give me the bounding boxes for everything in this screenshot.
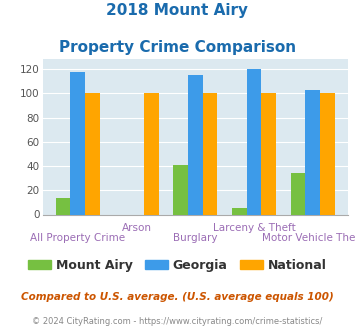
Bar — [320, 93, 335, 214]
Text: All Property Crime: All Property Crime — [30, 233, 125, 243]
Text: Compared to U.S. average. (U.S. average equals 100): Compared to U.S. average. (U.S. average … — [21, 292, 334, 302]
Bar — [305, 90, 320, 214]
Bar — [173, 165, 188, 214]
Bar — [56, 198, 71, 214]
Bar — [71, 72, 85, 214]
Bar — [85, 93, 100, 214]
Text: Larceny & Theft: Larceny & Theft — [213, 223, 295, 233]
Text: 2018 Mount Airy: 2018 Mount Airy — [106, 3, 248, 18]
Text: Property Crime Comparison: Property Crime Comparison — [59, 40, 296, 54]
Bar — [247, 69, 261, 215]
Bar — [188, 75, 203, 215]
Text: Burglary: Burglary — [173, 233, 218, 243]
Text: Arson: Arson — [121, 223, 152, 233]
Bar — [203, 93, 217, 214]
Legend: Mount Airy, Georgia, National: Mount Airy, Georgia, National — [23, 254, 332, 277]
Bar — [261, 93, 276, 214]
Text: Motor Vehicle Theft: Motor Vehicle Theft — [262, 233, 355, 243]
Bar — [291, 173, 305, 214]
Bar — [232, 209, 247, 214]
Bar — [144, 93, 159, 214]
Text: © 2024 CityRating.com - https://www.cityrating.com/crime-statistics/: © 2024 CityRating.com - https://www.city… — [32, 317, 323, 326]
